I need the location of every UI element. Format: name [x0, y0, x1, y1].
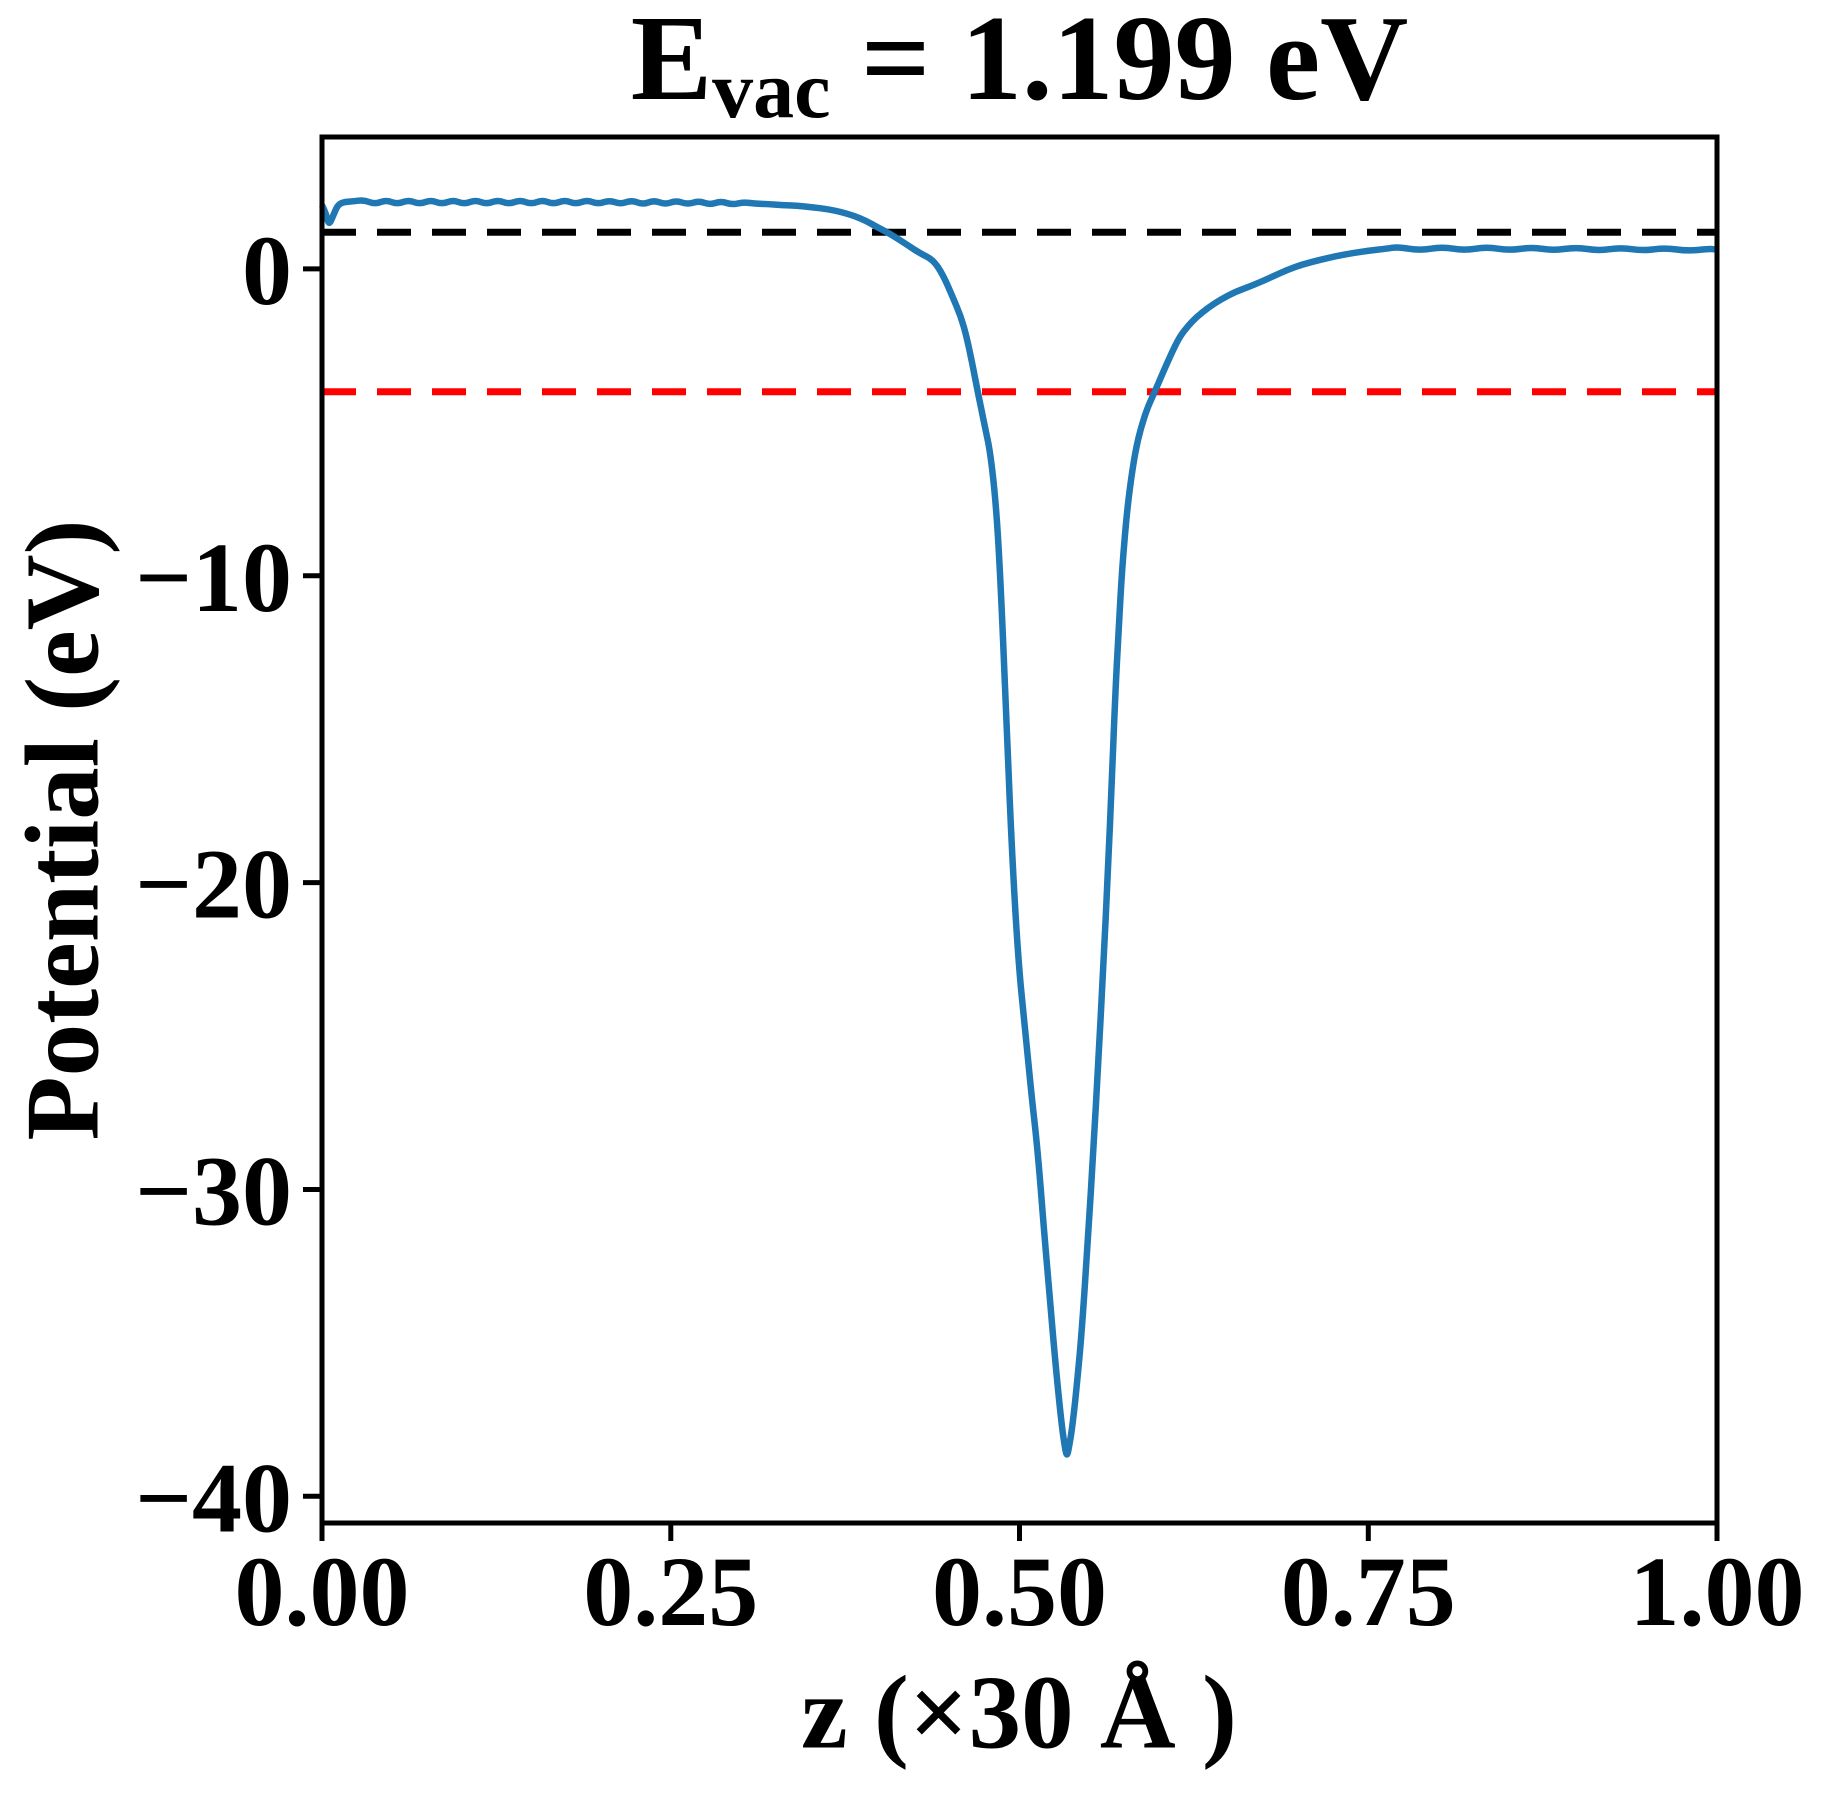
y-tick-label: −10: [135, 522, 292, 633]
chart-title-rest: = 1.199 eV: [830, 0, 1409, 126]
x-tick-label: 1.00: [1630, 1536, 1805, 1647]
x-tick-label: 0.25: [583, 1536, 758, 1647]
y-tick-label: −30: [135, 1136, 292, 1247]
y-tick-label: −20: [135, 829, 292, 940]
chart-title-subscript: vac: [712, 44, 831, 136]
planar-averaged-potential-curve: [319, 197, 1718, 1458]
chart-title-base: E: [630, 0, 713, 126]
x-axis-label: z (×30 Å ): [801, 1653, 1237, 1771]
y-tick-label: −40: [135, 1442, 292, 1553]
x-tick-label: 0.50: [932, 1536, 1107, 1647]
x-tick-label: 0.75: [1281, 1536, 1456, 1647]
x-tick-label: 0.00: [235, 1536, 410, 1647]
chart-title: Evac = 1.199 eV: [322, 0, 1717, 131]
y-axis-label: Potential (eV): [3, 519, 121, 1141]
axes-border: [319, 134, 1720, 1526]
y-tick-label: 0: [242, 215, 292, 326]
